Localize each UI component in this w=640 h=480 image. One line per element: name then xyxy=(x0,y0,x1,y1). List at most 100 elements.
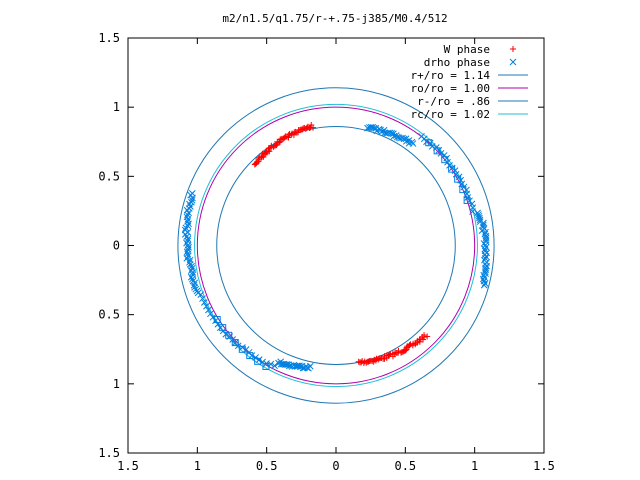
drho-phase-square-point xyxy=(441,156,449,164)
legend-label: drho phase xyxy=(424,56,490,69)
drho-phase-square-point xyxy=(225,331,233,339)
drho-phase-point xyxy=(481,247,489,255)
drho-phase-point xyxy=(197,291,205,298)
drho-phase-point xyxy=(187,273,195,281)
drho-phase-square-point xyxy=(219,324,227,332)
y-tick-label: 1.5 xyxy=(98,31,120,45)
drho-phase-point xyxy=(182,224,190,232)
drho-phase-point xyxy=(382,130,390,137)
drho-phase-point xyxy=(248,352,256,359)
w-phase-point xyxy=(424,333,431,340)
drho-phase-square-point xyxy=(246,352,254,360)
drho-phase-point xyxy=(255,356,263,363)
w-phase-point xyxy=(386,351,393,358)
circle-series xyxy=(177,87,495,404)
drho-phase-point xyxy=(364,124,371,132)
drho-phase-square-point xyxy=(238,345,246,353)
y-tick-label: 1.5 xyxy=(98,446,120,460)
w-phase-point xyxy=(265,145,272,152)
drho-phase-point xyxy=(481,256,488,264)
drho-phase-square-point xyxy=(254,357,262,365)
drho-phase-point xyxy=(189,269,197,276)
legend-label: rc/ro = 1.02 xyxy=(411,108,490,121)
axis-ticks: 1.5 1 0.5 0 0.5 1 1.51.510.500.511.5 xyxy=(98,31,555,473)
drho-phase-point xyxy=(187,191,195,199)
drho-phase-point xyxy=(475,212,483,220)
radius-circles xyxy=(177,87,495,404)
w-phase-point xyxy=(252,160,259,167)
drho-phase-point xyxy=(183,254,191,262)
drho-phase-point xyxy=(437,149,445,157)
legend-label: ro/ro = 1.00 xyxy=(411,82,490,95)
phase-points xyxy=(181,121,491,372)
w-phase-point xyxy=(510,46,516,52)
drho-phase-point xyxy=(200,299,208,306)
drho-phase-square-point xyxy=(425,139,433,147)
x-tick-label: 1 xyxy=(194,459,201,473)
drho-phase-point xyxy=(293,362,300,370)
drho-phase-point xyxy=(474,209,481,217)
drho-phase-point xyxy=(306,362,314,370)
w-phase-point xyxy=(355,358,362,365)
drho-phase-point xyxy=(186,258,193,266)
drho-phase-point xyxy=(418,133,425,140)
drho-phase-point xyxy=(188,196,196,204)
drho-phase-point xyxy=(205,306,212,314)
drho-phase-point xyxy=(426,139,434,147)
w-phase-point xyxy=(292,128,299,135)
circle-series xyxy=(196,106,476,385)
drho-phase-point xyxy=(466,197,473,205)
y-tick-label: 0 xyxy=(113,239,120,253)
drho-phase-square-point xyxy=(433,147,441,155)
drho-phase-point xyxy=(282,361,289,369)
drho-phase-point xyxy=(188,275,196,283)
drho-phase-point xyxy=(185,220,192,228)
x-tick-label: 0.5 xyxy=(256,459,278,473)
drho-phase-point xyxy=(252,354,260,361)
drho-phase-point xyxy=(203,302,210,310)
x-tick-label: 0.5 xyxy=(394,459,416,473)
drho-phase-square-point xyxy=(213,316,221,324)
x-tick-label: 1.5 xyxy=(117,459,139,473)
drho-phase-point xyxy=(183,248,191,256)
drho-phase-point xyxy=(481,273,488,281)
w-phase-point xyxy=(278,135,285,142)
drho-phase-square-point xyxy=(448,165,456,173)
drho-phase-point xyxy=(482,234,490,242)
x-tick-label: 1 xyxy=(471,459,478,473)
w-phase-point xyxy=(421,332,428,339)
drho-phase-point xyxy=(366,124,373,131)
legend-label: W phase xyxy=(444,43,490,56)
drho-phase-point xyxy=(207,310,214,318)
drho-phase-point xyxy=(189,194,196,202)
drho-phase-point xyxy=(446,162,453,169)
w-phase-point xyxy=(358,359,365,366)
drho-phase-point xyxy=(190,281,198,289)
drho-phase-point xyxy=(185,209,193,217)
drho-phase-point xyxy=(475,211,482,218)
y-tick-label: 0.5 xyxy=(98,308,120,322)
drho-phase-point xyxy=(271,362,278,370)
drho-phase-point xyxy=(209,313,217,321)
drho-phase-square-point xyxy=(454,175,462,183)
y-tick-label: 0.5 xyxy=(98,169,120,183)
drho-phase-point xyxy=(509,58,517,66)
w-phase-point xyxy=(251,161,258,168)
w-phase-point xyxy=(402,347,409,354)
w-phase-point xyxy=(286,130,293,137)
drho-phase-point xyxy=(199,295,206,302)
drho-phase-point xyxy=(239,344,246,351)
w-phase-point xyxy=(420,336,427,343)
drho-phase-point xyxy=(482,228,489,236)
drho-phase-square-point xyxy=(459,186,467,194)
drho-phase-square-point xyxy=(463,196,471,204)
circle-series xyxy=(216,126,456,365)
y-tick-label: 1 xyxy=(113,377,120,391)
drho-phase-square-point xyxy=(262,362,270,370)
y-tick-label: 1 xyxy=(113,100,120,114)
circle-series xyxy=(194,103,478,388)
x-tick-label: 1.5 xyxy=(533,459,555,473)
w-phase-point xyxy=(259,150,266,157)
